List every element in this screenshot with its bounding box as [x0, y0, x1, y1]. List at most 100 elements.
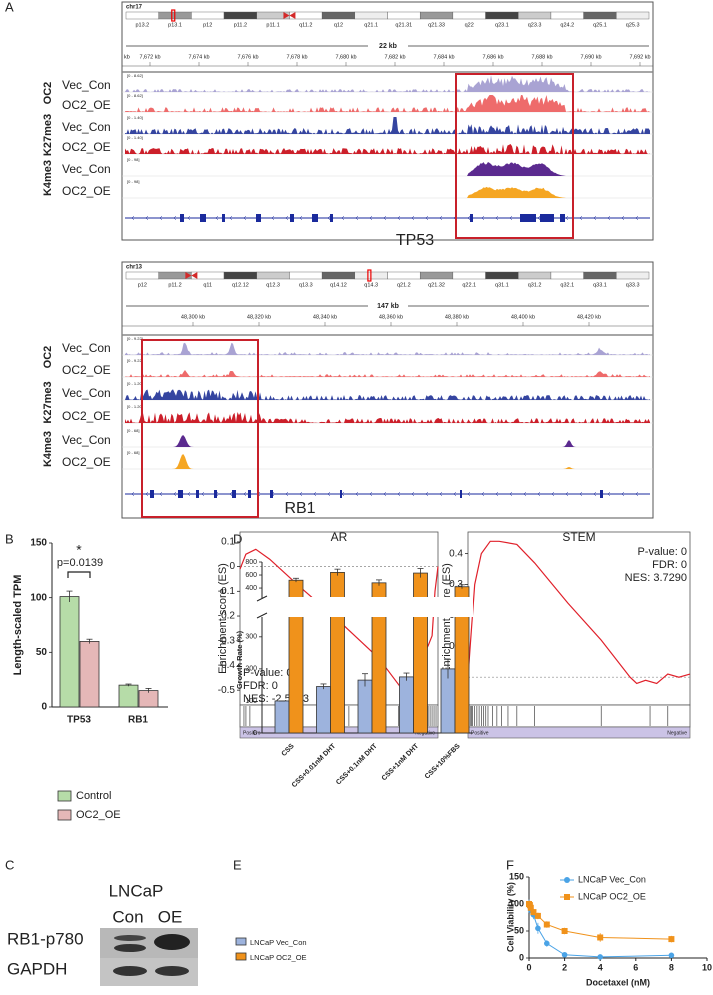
group-label: K4me3 [42, 160, 54, 196]
strand-arrow [411, 491, 415, 497]
strip-label: Negative [667, 730, 687, 736]
cytoband-label: q14.12 [330, 282, 347, 288]
track-signal [125, 389, 650, 400]
strand-arrow [327, 215, 331, 221]
blot-row: RB1-p780 [7, 929, 84, 948]
cytoband [616, 11, 650, 20]
track-name: Vec_Con [62, 341, 111, 355]
cytoband [223, 271, 257, 280]
y-axis-label: Enrichment score (ES) [217, 563, 229, 674]
significance-bracket [67, 571, 91, 578]
legend-label: LNCaP Vec_Con [250, 938, 307, 947]
bar [399, 676, 414, 734]
cytoband-label: q11.2 [299, 22, 312, 28]
cytoband-label: p13.2 [135, 22, 149, 28]
bar [316, 686, 331, 734]
stat-text: P-value: 0 [637, 546, 687, 558]
cytoband-label: q22 [465, 22, 474, 28]
strand-arrow [593, 491, 597, 497]
exon [270, 490, 273, 498]
panel-letter: F [506, 857, 514, 872]
track-signal [125, 162, 650, 176]
cytoband [583, 271, 617, 280]
strand-arrow [355, 215, 359, 221]
axis-break [256, 597, 473, 617]
cytoband [485, 11, 519, 20]
centromere [283, 12, 290, 19]
data-point [530, 909, 537, 916]
y-tick-label: 600 [245, 572, 257, 579]
strand-arrow [355, 491, 359, 497]
centromere [289, 12, 296, 19]
cytoband-label: q13.3 [299, 282, 313, 288]
track-range: [0 - 98] [127, 179, 139, 184]
y-tick-label: 100 [509, 898, 524, 908]
track-name: OC2_OE [62, 184, 111, 198]
data-point [561, 951, 568, 958]
data-point [561, 928, 568, 934]
strand-arrow [537, 491, 541, 497]
exon [330, 214, 333, 222]
chromosome-label: chr17 [126, 5, 143, 11]
y-tick-label: 0 [253, 730, 257, 737]
cytoband [387, 11, 421, 20]
y-tick-label: 800 [245, 559, 257, 566]
chromosome-label: chr13 [126, 265, 143, 271]
blot-band [154, 934, 190, 950]
strand-arrow [285, 491, 289, 497]
y-axis-label: Growth Rate (%) [235, 630, 244, 689]
cytoband [452, 11, 486, 20]
cytoband-label: q23.3 [528, 22, 542, 28]
strand-arrow [607, 491, 611, 497]
exon [540, 214, 554, 222]
track-range: [0 - 8.62] [127, 73, 143, 78]
legend-swatch [235, 937, 247, 946]
cytoband [616, 271, 650, 280]
locus-marker [367, 269, 372, 282]
strand-arrow [145, 491, 149, 497]
bar [330, 572, 345, 734]
group-label: OC2 [42, 82, 54, 105]
locus-marker [171, 9, 176, 22]
y-tick-label: 150 [30, 538, 47, 549]
strand-arrow [621, 491, 625, 497]
bar [357, 679, 373, 734]
blot-cell-line: LNCaP [109, 881, 164, 900]
track-signal [125, 370, 650, 377]
track-range: [0 - 9.22] [127, 336, 143, 341]
span-bg [368, 41, 408, 51]
x-tick-label: 6 [633, 962, 638, 972]
strand-arrow [551, 491, 555, 497]
strand-arrow [229, 491, 233, 497]
strand-arrow [621, 215, 625, 221]
y-tick-label: 50 [514, 925, 524, 935]
chart-title: STEM [562, 530, 595, 544]
legend-swatch [235, 952, 247, 961]
exon [340, 490, 342, 498]
track-range: [0 - 1.40] [127, 135, 143, 140]
cytoband [354, 11, 388, 20]
strand-arrow [411, 215, 415, 221]
coordinate-label: 7,686 kb [482, 54, 503, 60]
span-label: 22 kb [379, 43, 397, 50]
coordinate-label: 7,684 kb [433, 54, 454, 60]
strand-arrow [425, 491, 429, 497]
strand-arrow [495, 215, 499, 221]
y-tick-label: 300 [245, 634, 257, 641]
exon [560, 214, 565, 222]
strand-arrow [159, 491, 163, 497]
coordinate-label: 48,420 kb [577, 314, 601, 320]
track-name: OC2_OE [62, 409, 111, 423]
cytoband [485, 271, 519, 280]
cytoband-label: q21.31 [395, 22, 412, 28]
group-label: OC2 [42, 346, 54, 369]
strand-arrow [145, 215, 149, 221]
span-label: 147 kb [377, 303, 399, 310]
coordinate-label: 48,380 kb [445, 314, 469, 320]
gene-label: TP53 [396, 232, 434, 249]
strand-arrow [481, 491, 485, 497]
p-value: p=0.0139 [57, 557, 103, 569]
legend-label: LNCaP OC2_OE [578, 891, 646, 901]
coordinate-label: 48,300 kb [181, 314, 205, 320]
